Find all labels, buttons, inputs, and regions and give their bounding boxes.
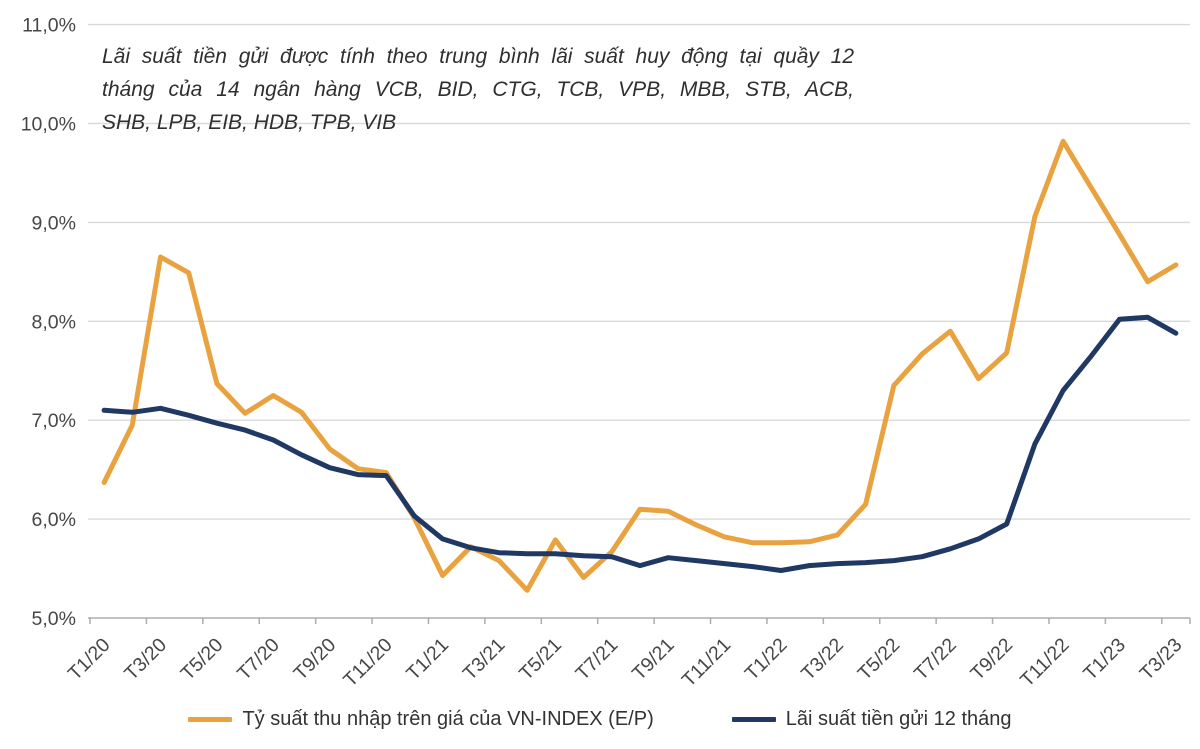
y-tick-label: 9,0%: [32, 212, 76, 234]
chart-annotation: Lãi suất tiền gửi được tính theo trung b…: [102, 40, 854, 139]
x-tick-label: T11/21: [678, 634, 735, 691]
annotation-line-1: Lãi suất tiền gửi được tính theo trung b…: [102, 45, 854, 68]
x-tick-label: T3/21: [459, 634, 510, 685]
legend-swatch-ep-line: [188, 717, 233, 722]
ep-ratio-line: [101, 138, 1179, 593]
legend: Tỷ suất thu nhập trên giá của VN-INDEX (…: [0, 708, 1200, 731]
x-tick-label: T5/20: [177, 634, 228, 685]
x-tick-label: T3/20: [120, 634, 171, 685]
x-tick-label: T5/21: [515, 634, 566, 685]
y-tick-label: 8,0%: [32, 311, 76, 333]
x-tick-label: T7/22: [910, 634, 961, 685]
y-tick-label: 11,0%: [22, 15, 76, 37]
x-tick-label: T1/23: [1079, 634, 1130, 685]
y-tick-label: 7,0%: [32, 410, 76, 432]
y-tick-label: 5,0%: [32, 608, 76, 630]
y-tick-label: 6,0%: [32, 509, 76, 531]
x-tick-label: T11/22: [1016, 634, 1073, 691]
x-tick-label: T7/21: [572, 634, 623, 685]
legend-label-deposit: Lãi suất tiền gửi 12 tháng: [785, 708, 1012, 730]
x-tick-label: T5/22: [854, 634, 905, 685]
legend-item-deposit: Lãi suất tiền gửi 12 tháng: [731, 708, 1012, 731]
legend-item-ep: Tỷ suất thu nhập trên giá của VN-INDEX (…: [188, 708, 654, 731]
legend-label-ep: Tỷ suất thu nhập trên giá của VN-INDEX (…: [242, 708, 654, 730]
x-tick-label: T1/21: [402, 634, 453, 685]
x-tick-label: T3/22: [797, 634, 848, 685]
x-tick-label: T3/23: [1136, 634, 1187, 685]
legend-swatch-deposit-line: [731, 717, 776, 722]
x-tick-label: T9/22: [966, 634, 1017, 685]
x-tick-label: T1/22: [741, 634, 792, 685]
x-tick-label: T9/20: [289, 634, 340, 685]
y-tick-label: 10,0%: [21, 114, 76, 136]
annotation-line-2: tháng của 14 ngân hàng VCB, BID, CTG, TC…: [102, 78, 854, 101]
x-tick-label: T11/20: [339, 634, 397, 692]
x-tick-label: T7/20: [233, 634, 284, 685]
x-tick-label: T1/20: [64, 634, 115, 685]
x-tick-label: T9/21: [628, 634, 679, 685]
deposit-rate-line: [101, 314, 1179, 573]
annotation-line-3: SHB, LPB, EIB, HDB, TPB, VIB: [102, 111, 397, 134]
